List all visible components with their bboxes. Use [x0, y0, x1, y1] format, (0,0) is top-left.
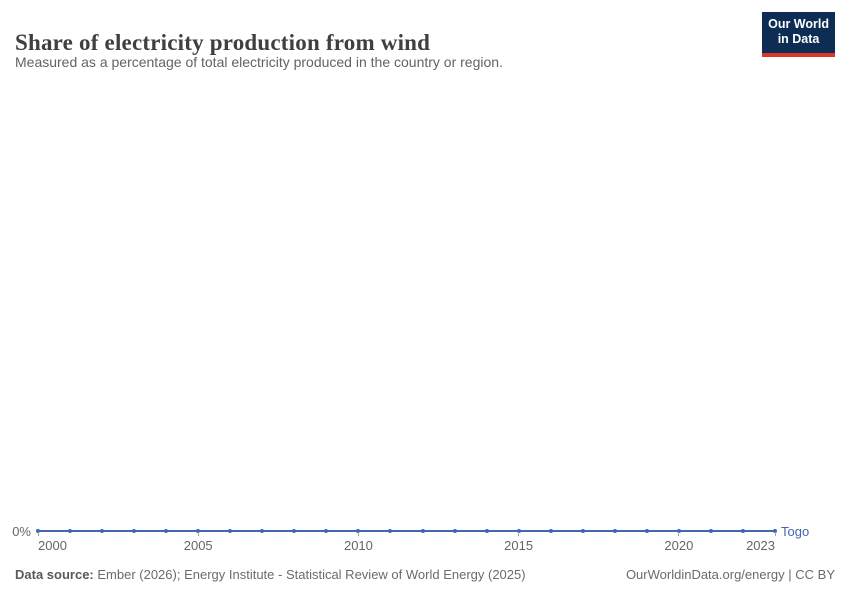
data-point-marker	[612, 529, 617, 533]
data-source-label: Data source:	[15, 567, 94, 582]
x-axis-tick	[774, 532, 776, 536]
x-axis-label-2000: 2000	[38, 538, 67, 553]
data-point-marker	[68, 529, 73, 533]
x-axis-tick	[357, 532, 359, 536]
x-axis-tick	[197, 532, 199, 536]
chart-subtitle: Measured as a percentage of total electr…	[15, 54, 503, 70]
credit-link[interactable]: OurWorldinData.org/energy | CC BY	[625, 567, 835, 582]
data-point-marker	[644, 529, 649, 533]
data-point-marker	[516, 529, 521, 533]
data-point-marker	[676, 529, 681, 533]
data-point-marker	[452, 529, 457, 533]
x-axis-label-2015: 2015	[504, 538, 534, 553]
x-axis-label-2023: 2023	[746, 538, 775, 553]
data-point-marker	[292, 529, 297, 533]
x-axis-tick	[518, 532, 520, 536]
x-axis-label-2005: 2005	[183, 538, 213, 553]
data-point-marker	[484, 529, 489, 533]
data-source-note: Data source: Ember (2026); Energy Instit…	[15, 567, 526, 582]
data-point-marker	[164, 529, 169, 533]
data-point-marker	[324, 529, 329, 533]
x-axis-label-2020: 2020	[664, 538, 694, 553]
data-point-marker	[388, 529, 393, 533]
owid-logo-line2: in Data	[777, 32, 820, 47]
y-axis-zero-label: 0%	[12, 524, 31, 539]
x-axis-tick	[678, 532, 680, 536]
data-point-marker	[228, 529, 233, 533]
data-point-marker	[580, 529, 585, 533]
series-line-togo	[38, 530, 775, 532]
data-point-marker	[196, 529, 201, 533]
data-point-marker	[100, 529, 105, 533]
chart-footer: Data source: Ember (2026); Energy Instit…	[15, 567, 835, 582]
data-point-marker	[260, 529, 265, 533]
data-point-marker	[708, 529, 713, 533]
data-point-marker	[740, 529, 745, 533]
entity-label-togo[interactable]: Togo	[781, 524, 810, 539]
owid-logo-line1: Our World	[768, 17, 829, 31]
x-axis-label-2010: 2010	[343, 538, 373, 553]
data-point-marker	[773, 529, 777, 533]
data-point-marker	[548, 529, 553, 533]
x-axis-tick	[37, 532, 39, 536]
data-point-marker	[36, 529, 40, 533]
page-title: Share of electricity production from win…	[15, 30, 431, 56]
data-point-marker	[420, 529, 425, 533]
data-source-text: Ember (2026); Energy Institute - Statist…	[93, 567, 526, 582]
data-point-marker	[132, 529, 137, 533]
plot-area: 0% Togo 2000 2005 2010 2015 2020 2023	[0, 70, 850, 556]
data-point-marker	[356, 529, 361, 533]
owid-logo[interactable]: Our World in Data	[762, 12, 835, 57]
